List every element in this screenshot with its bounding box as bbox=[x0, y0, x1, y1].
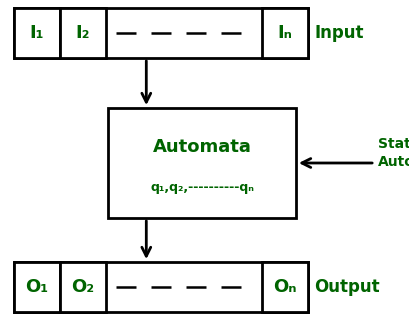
Bar bbox=[108, 108, 296, 218]
Text: Automata: Automata bbox=[153, 137, 252, 155]
Text: q₁,q₂,----------qₙ: q₁,q₂,----------qₙ bbox=[150, 181, 254, 194]
Bar bbox=[262, 262, 308, 312]
Text: I₂: I₂ bbox=[76, 24, 90, 42]
Bar bbox=[60, 262, 106, 312]
Bar bbox=[60, 8, 106, 58]
Text: Output: Output bbox=[314, 278, 380, 296]
Text: Input: Input bbox=[314, 24, 364, 42]
Text: O₂: O₂ bbox=[72, 278, 94, 296]
Bar bbox=[14, 262, 60, 312]
Bar bbox=[14, 262, 308, 312]
Text: Oₙ: Oₙ bbox=[273, 278, 297, 296]
Text: Iₙ: Iₙ bbox=[278, 24, 292, 42]
Bar bbox=[14, 8, 60, 58]
Text: I₁: I₁ bbox=[30, 24, 44, 42]
Text: O₁: O₁ bbox=[25, 278, 49, 296]
Text: States of
Automata: States of Automata bbox=[378, 137, 409, 169]
Bar bbox=[14, 8, 308, 58]
Bar bbox=[262, 8, 308, 58]
